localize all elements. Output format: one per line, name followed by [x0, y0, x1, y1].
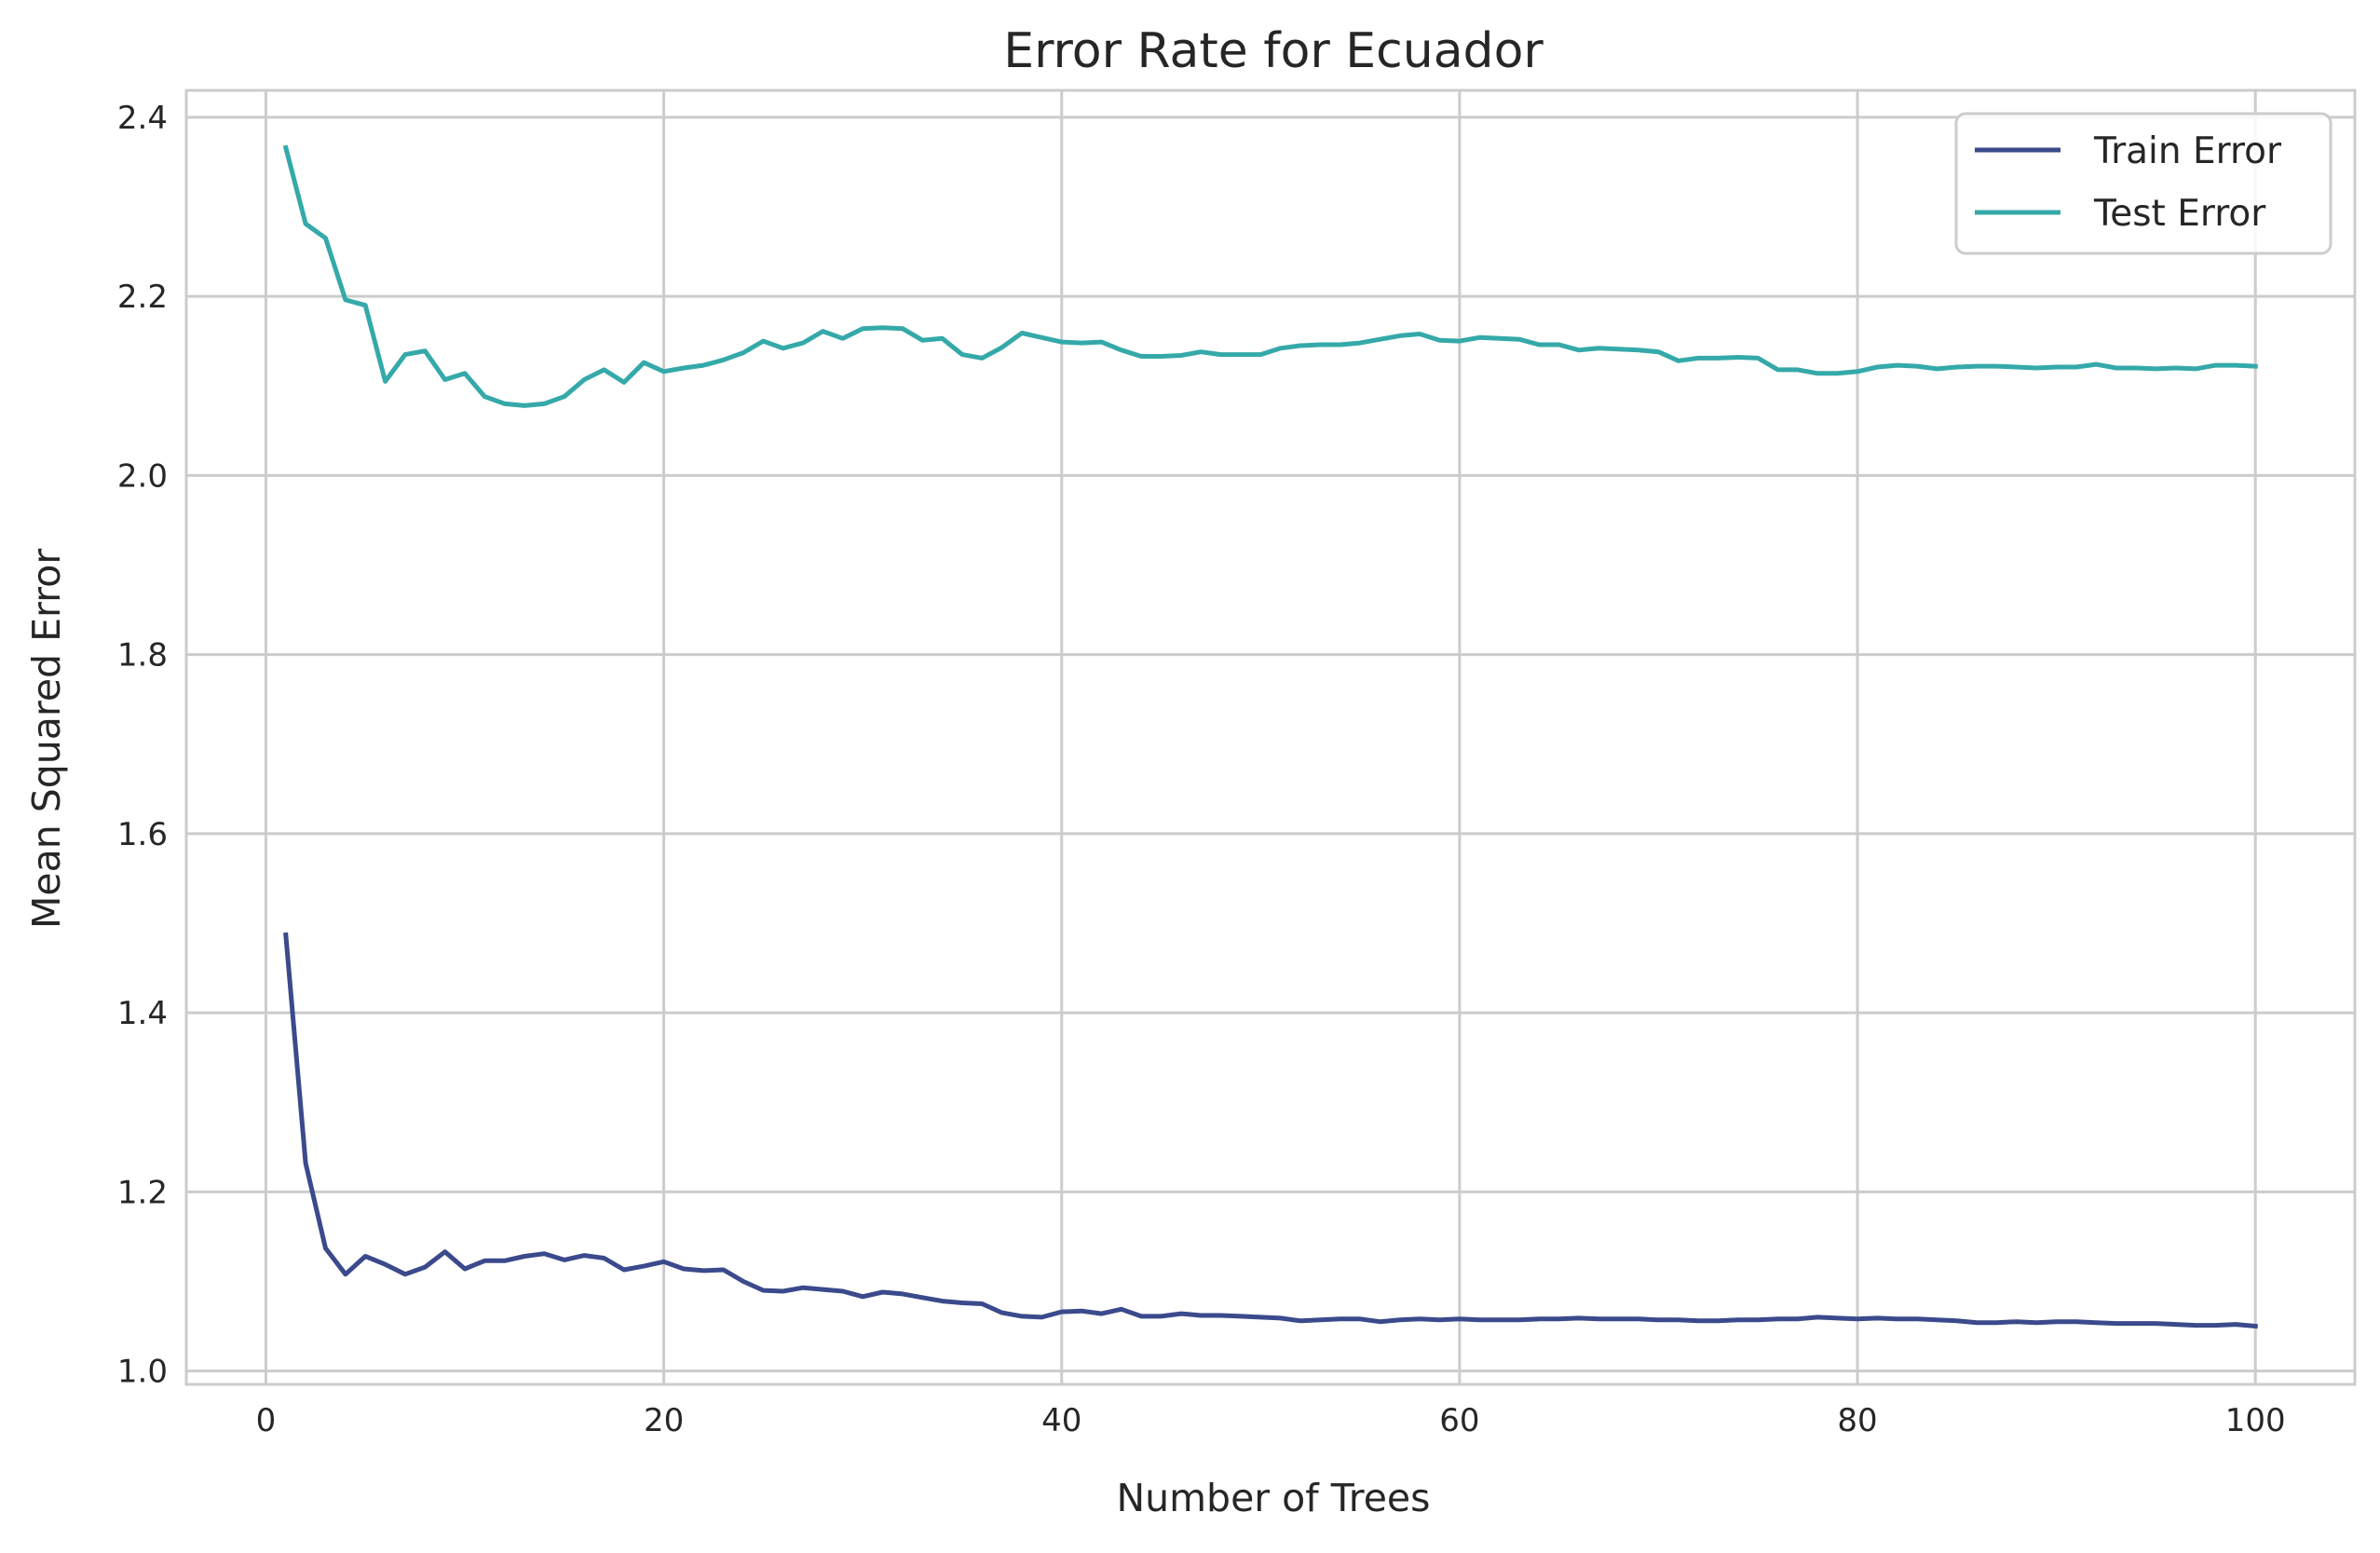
y-tick-label: 1.2 [117, 1174, 168, 1211]
x-tick-label: 40 [1041, 1402, 1081, 1439]
x-tick-label: 0 [256, 1402, 277, 1439]
legend-label-test-error: Test Error [2093, 193, 2266, 235]
y-tick-label: 1.0 [117, 1354, 168, 1391]
legend-label-train-error: Train Error [2093, 130, 2282, 172]
legend: Train Error Test Error [1954, 112, 2332, 255]
grid [186, 90, 2355, 1384]
y-tick-label: 1.8 [117, 637, 168, 674]
y-tick-label: 1.4 [117, 995, 168, 1032]
series-line-train-error [283, 932, 2258, 1329]
y-axis-label: Mean Squared Error [24, 549, 69, 929]
y-tick-label: 2.2 [117, 279, 168, 316]
x-tick-label: 60 [1439, 1402, 1479, 1439]
x-tick-label: 100 [2225, 1402, 2286, 1439]
chart-title: Error Rate for Ecuador [1003, 23, 1544, 79]
series-line-test-error [282, 144, 2258, 408]
y-tick-label: 2.4 [117, 100, 168, 137]
x-tick-label: 80 [1837, 1402, 1877, 1439]
y-tick-label: 2.0 [117, 457, 168, 495]
x-tick-label: 20 [644, 1402, 684, 1439]
x-axis-label: Number of Trees [1116, 1476, 1430, 1520]
y-tick-label: 1.6 [117, 816, 168, 853]
plot-area-frame [184, 89, 2357, 1386]
tick-labels: 0 20 40 60 80 100 1.0 1.2 1.4 1.6 1.8 2.0 2.2 2.4 [117, 100, 2286, 1439]
series-lines [282, 144, 2258, 1329]
